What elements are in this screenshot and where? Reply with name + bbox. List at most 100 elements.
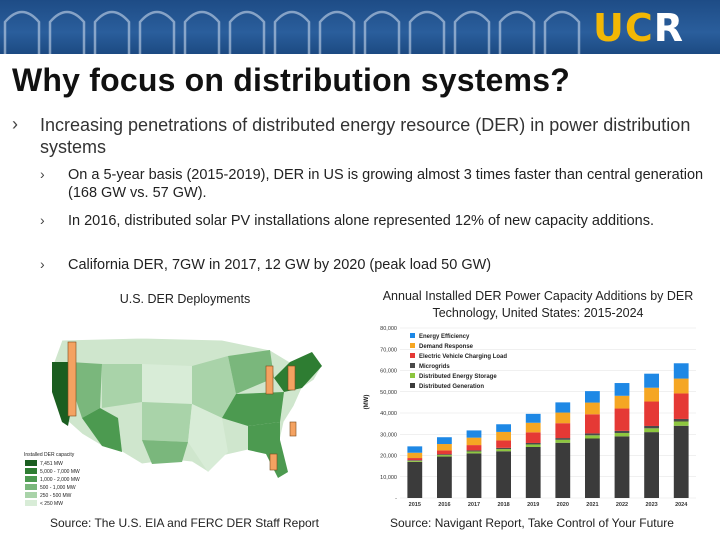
bar-segment bbox=[466, 437, 482, 446]
bar-segment bbox=[644, 425, 659, 429]
legend-label: Energy Efficiency bbox=[419, 334, 470, 340]
map-legend-label: < 250 MW bbox=[40, 501, 63, 507]
bar-segment bbox=[555, 412, 571, 424]
building-arches-graphic bbox=[3, 10, 581, 54]
legend-swatch bbox=[410, 353, 415, 358]
bar-segment bbox=[466, 445, 482, 451]
bar-segment bbox=[407, 452, 423, 459]
y-tick-label: 10,000 bbox=[380, 475, 397, 481]
map-legend: 7,451 MW 5,000 - 7,000 MW 1,000 - 2,000 MW… bbox=[25, 460, 80, 507]
bar-segment bbox=[614, 432, 630, 437]
bar-segment bbox=[555, 438, 571, 440]
map-legend-label: 7,451 MW bbox=[40, 461, 63, 467]
map-legend-swatch bbox=[25, 460, 37, 466]
map-caption: U.S. DER Deployments bbox=[119, 292, 251, 306]
bar-segment bbox=[644, 428, 659, 433]
stacked-bar-chart: (MW) - 10,000 20,000 30,000 40,000 50,000 60,00… bbox=[364, 326, 696, 508]
bar-segment bbox=[466, 453, 482, 498]
x-tick-label: 2019 bbox=[527, 502, 539, 508]
ucr-logo: UCR bbox=[592, 6, 684, 50]
legend-swatch bbox=[410, 333, 415, 338]
y-tick-label: - bbox=[395, 496, 397, 502]
bar-segment bbox=[673, 363, 689, 379]
bar-segment bbox=[437, 437, 452, 445]
chevron-right-icon: › bbox=[40, 256, 45, 272]
bar-segment bbox=[437, 456, 452, 498]
bar-segment bbox=[496, 431, 511, 441]
bar-segment bbox=[525, 422, 541, 433]
bar-segment bbox=[525, 432, 541, 443]
legend-label: Electric Vehicle Charging Load bbox=[419, 354, 507, 360]
main-bullet: Increasing penetrations of distributed e… bbox=[40, 115, 691, 157]
bar-segment bbox=[614, 436, 630, 498]
sub-bullet-1: On a 5-year basis (2015-2019), DER in US… bbox=[68, 167, 704, 201]
bar-segment bbox=[614, 430, 630, 433]
bar-segment bbox=[555, 423, 571, 439]
sub-bullet-2: In 2016, distributed solar PV installati… bbox=[68, 213, 654, 229]
bar-segment bbox=[496, 451, 511, 498]
bar-segment bbox=[496, 447, 511, 450]
bar-segment bbox=[555, 439, 571, 443]
bar-segment bbox=[496, 449, 511, 452]
map-legend-label: 1,000 - 2,000 MW bbox=[40, 477, 80, 483]
bar-segment bbox=[496, 440, 511, 448]
x-tick-label: 2016 bbox=[438, 502, 450, 508]
bar-segment bbox=[673, 421, 689, 426]
bar-segment bbox=[585, 438, 600, 498]
bar-segment bbox=[644, 387, 659, 402]
der-capacity-chart: (MW) - 10,000 20,000 30,000 40,000 50,000 60,00… bbox=[362, 322, 702, 510]
x-tick-label: 2024 bbox=[675, 502, 688, 508]
map-legend-swatch bbox=[25, 476, 37, 482]
bar-segment bbox=[673, 425, 689, 498]
y-tick-label: 80,000 bbox=[380, 326, 397, 332]
legend-label: Microgrids bbox=[419, 364, 450, 370]
bar-segment bbox=[525, 447, 541, 498]
map-legend-title: Installed DER capacity bbox=[24, 452, 75, 458]
y-tick-label: 40,000 bbox=[380, 411, 397, 417]
legend-swatch bbox=[410, 363, 415, 368]
bar-segment bbox=[466, 430, 482, 438]
legend-label: Distributed Energy Storage bbox=[419, 374, 497, 380]
x-tick-label: 2017 bbox=[468, 502, 480, 508]
y-axis-label: (MW) bbox=[364, 395, 370, 410]
x-tick-label: 2023 bbox=[645, 502, 657, 508]
bar-segment bbox=[614, 408, 630, 431]
y-tick-label: 30,000 bbox=[380, 432, 397, 438]
map-source: Source: The U.S. EIA and FERC DER Staff … bbox=[50, 516, 320, 530]
bar-segment bbox=[407, 458, 423, 461]
bar-segment bbox=[437, 455, 452, 457]
map-legend-label: 250 - 500 MW bbox=[40, 493, 72, 499]
bar-segment bbox=[644, 432, 659, 498]
bar-segment bbox=[585, 433, 600, 436]
chart-source: Source: Navigant Report, Take Control of… bbox=[390, 516, 674, 530]
map-legend-swatch bbox=[25, 484, 37, 490]
map-legend-swatch bbox=[25, 468, 37, 474]
map-legend-label: 5,000 - 7,000 MW bbox=[40, 469, 80, 475]
us-der-map: Installed DER capacity 7,451 MW 5,000 - 7… bbox=[22, 322, 354, 510]
bar-segment bbox=[525, 444, 541, 447]
bar-segment bbox=[525, 442, 541, 445]
x-tick-label: 2021 bbox=[586, 502, 598, 508]
legend-swatch bbox=[410, 343, 415, 348]
y-tick-label: 50,000 bbox=[380, 390, 397, 396]
map-legend-label: 500 - 1,000 MW bbox=[40, 485, 76, 491]
bar-segment bbox=[673, 418, 689, 422]
chevron-right-icon: › bbox=[40, 212, 45, 228]
bar-segment bbox=[407, 460, 423, 462]
bar-segment bbox=[614, 383, 630, 396]
x-tick-label: 2018 bbox=[497, 502, 509, 508]
x-tick-label: 2020 bbox=[557, 502, 569, 508]
sub-bullet-3: California DER, 7GW in 2017, 12 GW by 20… bbox=[68, 257, 492, 273]
y-tick-label: 70,000 bbox=[380, 347, 397, 353]
bar-segment bbox=[644, 401, 659, 426]
bar-segment bbox=[466, 451, 482, 454]
bar-segment bbox=[585, 435, 600, 439]
y-tick-label: 20,000 bbox=[380, 454, 397, 460]
bar-segment bbox=[555, 402, 571, 413]
bar-segment bbox=[466, 450, 482, 452]
x-tick-label: 2022 bbox=[616, 502, 628, 508]
map-legend-swatch bbox=[25, 500, 37, 506]
bar-segment bbox=[614, 395, 630, 409]
chevron-right-icon: › bbox=[12, 114, 18, 134]
header-banner: UCR bbox=[0, 0, 720, 54]
